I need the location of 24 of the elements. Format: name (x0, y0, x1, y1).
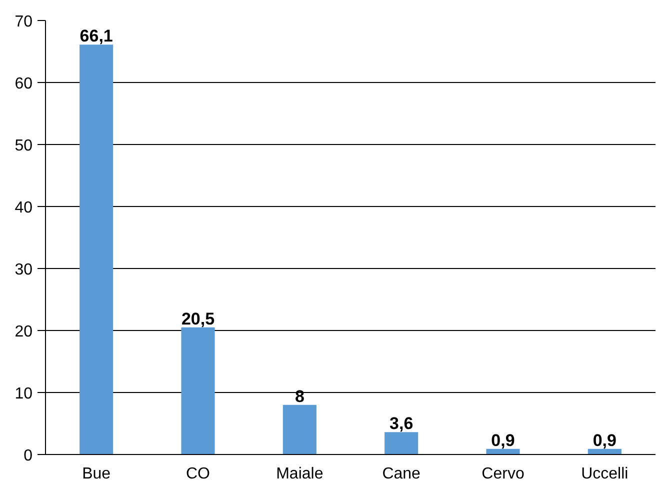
bar (282, 404, 316, 454)
y-tick-label: 0 (24, 448, 33, 464)
bar (384, 432, 418, 454)
y-tick-label: 20 (14, 324, 33, 340)
x-tick-label: Maiale (276, 466, 324, 482)
data-label: 0,9 (491, 430, 515, 450)
x-tick-label: Cane (382, 466, 421, 482)
y-tick-label: 70 (14, 14, 33, 30)
bar (80, 44, 114, 454)
x-tick-label: Uccelli (581, 466, 628, 482)
y-tick-label: 40 (14, 200, 33, 216)
y-tick-label: 50 (14, 138, 33, 154)
bar (181, 327, 215, 454)
y-tick-label: 10 (14, 386, 33, 402)
data-label: 0,9 (592, 430, 616, 450)
x-tick-label: CO (186, 466, 210, 482)
x-tick-label: Bue (82, 466, 111, 482)
data-label: 3,6 (390, 414, 414, 434)
y-tick-label: 30 (14, 262, 33, 278)
bar (486, 448, 520, 454)
x-tick-label: Cervo (482, 466, 524, 482)
y-tick-label: 60 (14, 76, 33, 92)
data-label: 66,1 (80, 26, 113, 46)
data-label: 20,5 (181, 309, 215, 328)
